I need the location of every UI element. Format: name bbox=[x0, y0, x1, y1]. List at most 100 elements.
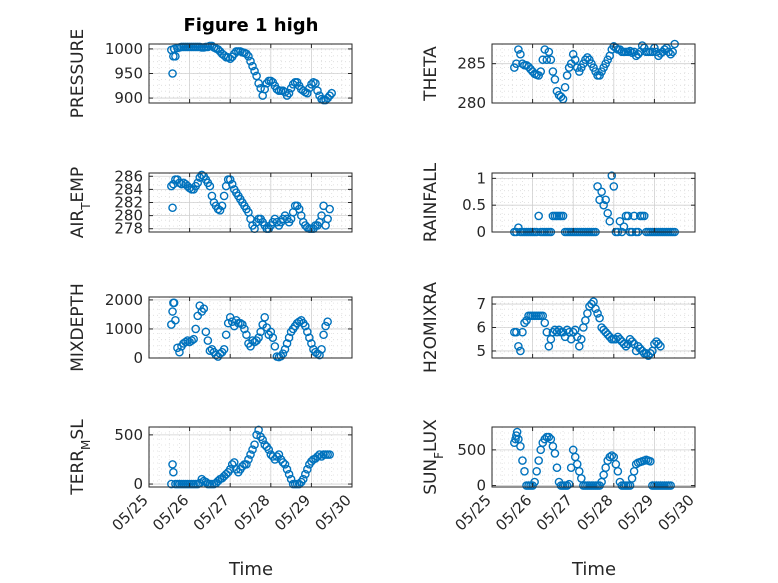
y-tick-label: 1000 bbox=[105, 320, 143, 338]
data-point bbox=[305, 333, 314, 342]
data-point bbox=[593, 182, 602, 191]
data-point bbox=[248, 61, 257, 71]
data-point bbox=[516, 441, 525, 451]
data-point bbox=[272, 84, 282, 94]
data-point bbox=[215, 206, 225, 215]
y-tick-label: 0.5 bbox=[462, 196, 486, 214]
data-point bbox=[668, 47, 677, 57]
data-point bbox=[236, 318, 245, 328]
data-point bbox=[225, 464, 235, 474]
data-point bbox=[325, 204, 334, 214]
data-point bbox=[301, 321, 310, 331]
data-point bbox=[544, 432, 554, 442]
data-point bbox=[646, 349, 655, 358]
data-point bbox=[221, 330, 231, 340]
data-point bbox=[530, 477, 539, 487]
data-point bbox=[238, 320, 247, 329]
data-point bbox=[621, 341, 631, 351]
data-point bbox=[514, 45, 523, 54]
figure-title: Figure 1 high bbox=[184, 15, 319, 36]
data-point bbox=[168, 69, 177, 78]
data-point bbox=[217, 201, 227, 211]
data-point bbox=[577, 334, 586, 344]
data-point bbox=[546, 55, 556, 65]
y-tick-label: 0 bbox=[133, 349, 143, 367]
y-axis-label: THETA bbox=[421, 46, 441, 102]
data-point bbox=[313, 86, 322, 96]
data-point bbox=[187, 336, 196, 345]
y-tick-label: 0 bbox=[133, 475, 143, 493]
data-point bbox=[323, 214, 332, 224]
subplot-pressure: 900 950 1000 PRESSURE bbox=[68, 29, 353, 118]
data-point bbox=[219, 191, 229, 201]
data-point bbox=[205, 181, 215, 191]
data-point bbox=[629, 211, 639, 221]
y-axis-label-subscript: F bbox=[432, 452, 446, 459]
data-point bbox=[168, 203, 177, 213]
data-point bbox=[520, 318, 529, 328]
data-point bbox=[175, 347, 184, 357]
data-point bbox=[666, 481, 675, 490]
data-point bbox=[581, 55, 590, 65]
y-tick-label: 286 bbox=[114, 167, 143, 185]
data-point bbox=[568, 49, 578, 59]
data-point bbox=[307, 339, 316, 348]
data-point bbox=[558, 211, 568, 221]
data-point bbox=[562, 71, 572, 80]
data-point bbox=[597, 187, 606, 197]
y-tick-label: 500 bbox=[457, 441, 486, 459]
y-axis-label-tail: EMP bbox=[68, 167, 88, 203]
data-point bbox=[532, 466, 541, 476]
data-point bbox=[599, 200, 608, 210]
data-point bbox=[282, 464, 292, 474]
data-point bbox=[268, 333, 278, 342]
data-point bbox=[183, 336, 192, 345]
data-point bbox=[301, 469, 310, 479]
data-point bbox=[595, 313, 604, 323]
data-point bbox=[536, 67, 546, 76]
data-point bbox=[250, 66, 259, 76]
data-point bbox=[284, 333, 294, 342]
y-tick-label: 950 bbox=[114, 65, 143, 83]
data-point bbox=[646, 456, 655, 466]
data-point bbox=[595, 195, 604, 205]
y-axis-label: PRESSURE bbox=[68, 29, 88, 118]
data-point bbox=[619, 222, 629, 231]
data-point bbox=[242, 460, 251, 469]
y-axis-label-main: H2OMIXRA bbox=[421, 282, 441, 373]
data-point bbox=[280, 460, 290, 469]
y-tick-label: 2000 bbox=[105, 291, 143, 309]
data-point bbox=[167, 479, 176, 489]
data-point bbox=[593, 309, 602, 318]
data-point bbox=[270, 342, 280, 351]
data-point bbox=[242, 330, 251, 340]
data-point bbox=[303, 327, 312, 337]
data-point bbox=[607, 451, 617, 460]
data-point bbox=[244, 455, 253, 464]
data-point bbox=[167, 181, 176, 191]
y-axis-label-main: RAINFALL bbox=[421, 162, 441, 242]
data-point bbox=[254, 333, 263, 342]
y-tick-label: 280 bbox=[114, 207, 143, 225]
data-point bbox=[282, 91, 292, 100]
data-point bbox=[258, 435, 267, 445]
y-axis-label: RAINFALL bbox=[421, 162, 441, 242]
y-tick-label: 280 bbox=[457, 94, 486, 112]
y-axis-label-main: MIXDEPTH bbox=[68, 283, 88, 372]
data-point bbox=[254, 79, 263, 88]
data-point bbox=[284, 469, 294, 479]
y-axis-label: TERRMSL bbox=[68, 419, 93, 496]
y-axis-label: MIXDEPTH bbox=[68, 283, 88, 372]
data-point bbox=[607, 171, 617, 180]
data-point bbox=[252, 430, 261, 440]
data-point bbox=[242, 49, 251, 59]
data-point bbox=[294, 317, 304, 326]
data-point bbox=[552, 327, 562, 337]
data-point bbox=[534, 456, 543, 465]
data-point bbox=[542, 55, 552, 65]
data-point bbox=[518, 327, 527, 337]
data-point bbox=[656, 341, 665, 351]
data-point bbox=[512, 327, 521, 337]
data-point bbox=[171, 315, 180, 325]
